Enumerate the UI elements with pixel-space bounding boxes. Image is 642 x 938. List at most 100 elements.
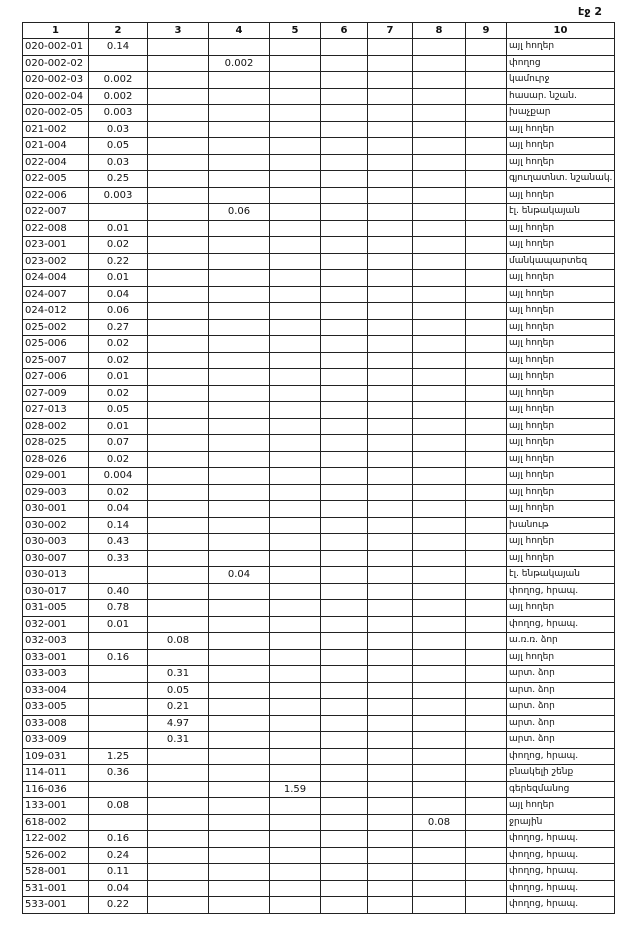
table-cell: 0.14 (88, 38, 148, 56)
table-cell: 0.22 (88, 252, 148, 270)
table-cell: 0.06 (208, 203, 270, 221)
table-cell (465, 318, 507, 336)
table-cell: 030-003 (22, 533, 89, 551)
table-cell: 0.02 (88, 351, 148, 369)
table-cell (412, 219, 466, 237)
table-cell (320, 665, 368, 683)
table-cell (320, 780, 368, 798)
table-cell (147, 747, 209, 765)
table-cell (320, 137, 368, 155)
table-cell: 030-001 (22, 500, 89, 518)
table-row: 022-006 0.003 այլ հողեր (22, 186, 615, 204)
table-row: 020-002-05 0.003 խաչքար (22, 104, 615, 122)
table-cell (465, 632, 507, 650)
table-cell: խանութ (506, 516, 615, 534)
table-cell: 0.06 (88, 302, 148, 320)
table-cell: 028-002 (22, 417, 89, 435)
table-cell (269, 879, 321, 897)
table-cell (147, 813, 209, 831)
table-cell (465, 368, 507, 386)
table-cell: 023-001 (22, 236, 89, 254)
table-cell (208, 120, 270, 138)
table-cell (412, 351, 466, 369)
table-cell (367, 120, 413, 138)
column-header: 1 (22, 22, 89, 39)
table-cell (269, 846, 321, 864)
table-row: 020-002-04 0.002 հասար. նշան. (22, 87, 615, 105)
table-cell: 022-006 (22, 186, 89, 204)
table-row: 618-002 0.08 ջրային (22, 813, 615, 831)
table-cell (88, 566, 148, 584)
table-cell (320, 566, 368, 584)
table-cell (147, 467, 209, 485)
table-cell (269, 368, 321, 386)
table-cell (465, 401, 507, 419)
table-cell (465, 417, 507, 435)
table-cell: 032-001 (22, 615, 89, 633)
table-cell: այլ հողեր (506, 450, 615, 468)
table-row: 025-006 0.02 այլ հողեր (22, 335, 615, 353)
table-cell (208, 516, 270, 534)
table-cell (269, 632, 321, 650)
table-cell (320, 186, 368, 204)
table-cell (412, 269, 466, 287)
table-cell: մանկապարտեզ (506, 252, 615, 270)
table-cell (465, 137, 507, 155)
table-cell (269, 698, 321, 716)
table-cell (320, 170, 368, 188)
table-row: 024-004 0.01 այլ հողեր (22, 269, 615, 287)
table-cell: 028-025 (22, 434, 89, 452)
table-cell (412, 302, 466, 320)
table-cell: 0.03 (88, 120, 148, 138)
table-cell (320, 500, 368, 518)
table-cell (465, 335, 507, 353)
table-cell (465, 434, 507, 452)
table-cell: 0.40 (88, 582, 148, 600)
table-cell (320, 483, 368, 501)
table-cell (412, 417, 466, 435)
table-row: 033-004 0.05 արտ. ձոր (22, 681, 615, 699)
table-cell (412, 450, 466, 468)
table-cell: խաչքար (506, 104, 615, 122)
table-cell: 033-004 (22, 681, 89, 699)
table-cell (367, 632, 413, 650)
table-row: 033-003 0.31 արտ. ձոր (22, 665, 615, 683)
table-cell (367, 731, 413, 749)
table-cell: փողոց, հրապ. (506, 747, 615, 765)
table-cell: 4.97 (147, 714, 209, 732)
table-cell (367, 599, 413, 617)
table-cell: այլ հողեր (506, 533, 615, 551)
table-cell (412, 467, 466, 485)
table-cell (269, 236, 321, 254)
table-cell (367, 764, 413, 782)
table-cell (147, 335, 209, 353)
table-cell: 0.01 (88, 615, 148, 633)
table-cell: գերեզմանոց (506, 780, 615, 798)
table-row: 020-002-01 0.14 այլ հողեր (22, 38, 615, 56)
table-cell (412, 615, 466, 633)
table-cell (208, 137, 270, 155)
table-cell (269, 434, 321, 452)
table-cell: 023-002 (22, 252, 89, 270)
table-cell (320, 599, 368, 617)
table-cell (412, 401, 466, 419)
table-cell (465, 269, 507, 287)
table-cell (367, 813, 413, 831)
table-cell (367, 681, 413, 699)
table-cell: այլ հողեր (506, 269, 615, 287)
table-cell: 0.004 (88, 467, 148, 485)
table-cell: 0.22 (88, 896, 148, 914)
table-cell (208, 582, 270, 600)
table-cell (320, 71, 368, 89)
table-row: 024-007 0.04 այլ հողեր (22, 285, 615, 303)
table-cell (269, 549, 321, 567)
table-cell (147, 863, 209, 881)
table-row: 022-005 0.25 գյուղատնտ. նշանակ. (22, 170, 615, 188)
table-cell (208, 384, 270, 402)
table-cell: այլ հողեր (506, 648, 615, 666)
table-cell (88, 731, 148, 749)
table-cell: փողոց, հրապ. (506, 615, 615, 633)
table-cell (367, 863, 413, 881)
table-cell (208, 434, 270, 452)
table-cell: այլ հողեր (506, 500, 615, 518)
